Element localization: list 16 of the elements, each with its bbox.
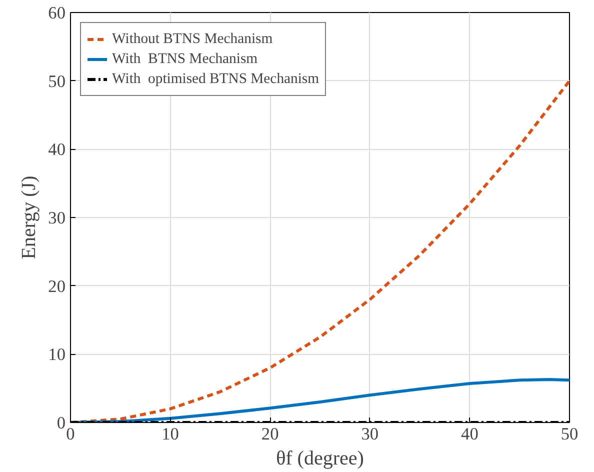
- legend-label: Without BTNS Mechanism: [112, 30, 273, 48]
- x-tick-label: 20: [261, 424, 279, 444]
- y-tick-label: 40: [48, 140, 66, 160]
- y-tick-label: 10: [48, 345, 66, 364]
- x-tick-label: 40: [461, 424, 478, 444]
- legend-label: With optimised BTNS Mechanism: [112, 70, 320, 88]
- x-tick-label: 10: [162, 424, 179, 444]
- y-axis-title: Energy (J): [18, 176, 40, 260]
- legend-label: With BTNS Mechanism: [112, 50, 258, 68]
- x-tick-label: 30: [361, 424, 379, 444]
- x-axis-title: θf (degree): [276, 448, 364, 470]
- y-tick-label: 30: [48, 208, 66, 228]
- y-tick-label: 20: [48, 276, 66, 296]
- x-tick-label: 50: [560, 424, 578, 444]
- y-tick-label: 50: [48, 72, 66, 91]
- y-tick-label: 60: [48, 4, 66, 22]
